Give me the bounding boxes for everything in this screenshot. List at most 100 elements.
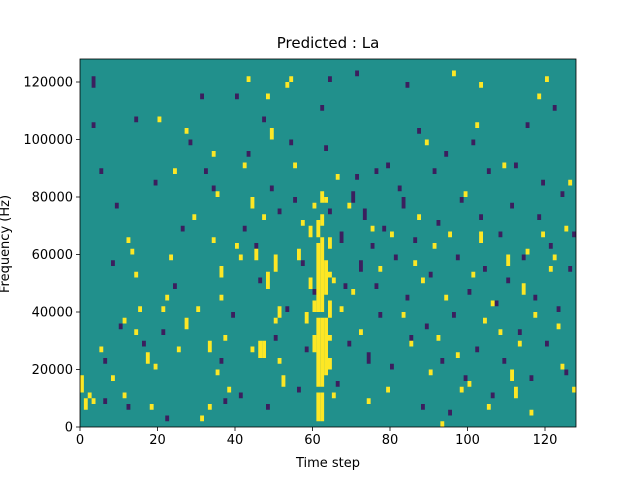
heatmap-cell-low [126,404,131,410]
heatmap-cell-high [401,312,406,318]
heatmap-cell-low [231,312,235,318]
heatmap-cell-high [432,243,437,249]
heatmap-cell-high [510,369,514,381]
heatmap-cell-high [517,340,522,347]
heatmap-cell-low [161,329,166,335]
heatmap-cell-high [293,162,297,169]
heatmap-cell-high [83,398,88,410]
heatmap-cell-high [281,375,286,387]
heatmap-cell-low [91,76,96,88]
heatmap-cell-high [153,363,158,370]
axes: 0 20 40 60 80 100 120 0 20000 40000 60000 80000 1000… [23,58,577,448]
heatmap-cell-low [444,151,449,157]
heatmap-cell-low [351,191,356,203]
heatmap-cell-high [328,237,332,249]
heatmap-cell-high [262,340,266,358]
heatmap-cell-low [258,277,263,284]
heatmap-cell-low [114,202,119,209]
heatmap-cell-low [502,358,507,364]
heatmap-cell-low [440,358,445,364]
heatmap-cell-high [130,248,135,255]
heatmap-cell-high [316,392,321,422]
heatmap-cell-high [273,317,278,324]
heatmap-cell-low [498,231,503,238]
heatmap-cell-low [545,340,549,347]
heatmap-cell-high [351,289,356,295]
heatmap-cell-high [324,197,328,203]
heatmap-cell-high [328,300,332,318]
heatmap-cell-low [242,225,247,232]
heatmap-cell-high [269,128,274,140]
heatmap-cell-high [525,248,530,255]
heatmap-cell-high [370,225,375,232]
heatmap-cells [80,70,576,427]
heatmap-cell-low [355,174,359,180]
heatmap-cell-low [266,404,270,410]
heatmap-cell-low [572,231,576,238]
heatmap-cell-high [99,346,104,353]
heatmap-cell-high [227,386,232,393]
heatmap-cell-low [188,139,193,146]
heatmap-cell-low [262,116,266,123]
heatmap-cell-high [215,369,220,376]
y-tick-label: 40000 [32,306,73,321]
heatmap-cell-high [320,317,325,387]
y-tick-label: 60000 [32,248,73,263]
heatmap-cell-high [242,162,247,169]
heatmap-cell-high [297,248,301,261]
heatmap-cell-low [529,375,534,381]
heatmap-cell-high [440,421,445,427]
heatmap-cell-high [176,346,181,353]
heatmap-cell-high [246,76,251,82]
heatmap-cell-high [122,392,127,399]
heatmap-cell-high [184,317,189,330]
heatmap-cell-high [514,386,518,399]
heatmap-cell-high [273,254,278,272]
heatmap-cell-high [331,392,336,399]
heatmap-cell-low [273,335,278,341]
heatmap-cell-low [347,340,352,347]
heatmap-cell-high [506,254,511,266]
heatmap-cell-low [393,254,398,261]
heatmap-cell-high [502,162,507,169]
y-tick-label: 80000 [32,191,73,206]
heatmap-cell-high [266,271,270,289]
heatmap-cell-low [436,220,441,226]
heatmap-cell-high [378,266,383,272]
heatmap-cell-high [277,306,282,318]
heatmap-cell-high [161,306,166,312]
heatmap-cell-high [537,93,542,100]
heatmap-cell-high [483,317,487,324]
heatmap-cell-low [479,214,483,220]
heatmap-cell-high [196,306,201,312]
heatmap-cell-low [401,197,406,209]
x-tick-label: 100 [455,433,480,448]
heatmap-cell-high [111,375,115,381]
heatmap-cell-low [173,283,177,289]
heatmap-cell-high [339,306,344,312]
heatmap-cell-low [405,82,410,88]
heatmap-cell-low [320,105,325,111]
heatmap-cell-high [304,312,309,324]
heatmap-cell-high [328,358,332,370]
heatmap-cell-high [529,409,534,416]
heatmap-cell-low [359,260,363,272]
chart-title: Predicted : La [277,34,380,52]
heatmap-cell-high [262,214,266,220]
heatmap-cell-low [483,266,487,272]
heatmap-cell-high [122,317,127,324]
heatmap-cell-high [223,335,228,341]
heatmap-cell-low [366,352,371,364]
heatmap-cell-high [479,231,483,243]
heatmap-cell-high [331,277,336,284]
heatmap-cell-high [548,266,553,272]
y-axis-label: Frequency (Hz) [0,195,13,293]
heatmap-cell-low [235,93,239,100]
heatmap-cell-high [254,248,259,261]
heatmap-cell-high [359,329,363,335]
heatmap-cell-high [424,139,429,146]
heatmap-cell-high [134,271,139,278]
heatmap-cell-high [320,237,325,312]
heatmap-cell-high [211,151,216,157]
heatmap-cell-low [328,76,332,82]
